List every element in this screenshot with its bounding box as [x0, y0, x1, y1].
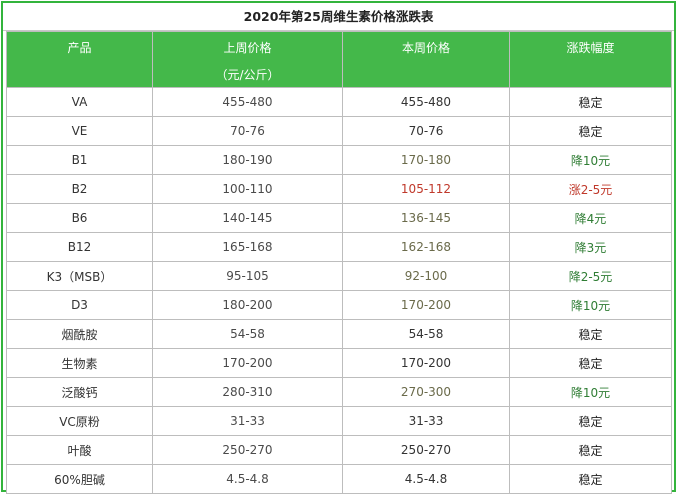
cell-change: 稳定 — [509, 348, 672, 378]
table-row: 生物素 170-200 170-200 稳定 — [6, 348, 672, 378]
cell-current-price: 455-480 — [342, 87, 510, 117]
cell-product: VA — [6, 87, 153, 117]
cell-current-price: 92-100 — [342, 261, 510, 291]
header-prev-unit: （元/公斤） — [215, 68, 280, 82]
cell-change: 降4元 — [509, 203, 672, 233]
cell-prev-price: 100-110 — [152, 174, 343, 204]
header-row: 产品 上周价格 （元/公斤） 本周价格 涨跌幅度 — [6, 31, 672, 88]
cell-current-price: 54-58 — [342, 319, 510, 349]
cell-prev-price: 250-270 — [152, 435, 343, 465]
header-change: 涨跌幅度 — [509, 31, 672, 88]
cell-product: VE — [6, 116, 153, 146]
cell-product: 烟酰胺 — [6, 319, 153, 349]
table-row: 叶酸 250-270 250-270 稳定 — [6, 435, 672, 465]
price-table: 产品 上周价格 （元/公斤） 本周价格 涨跌幅度 VA 455-480 455-48… — [6, 31, 672, 494]
cell-prev-price: 455-480 — [152, 87, 343, 117]
table-row: VC原粉 31-33 31-33 稳定 — [6, 406, 672, 436]
cell-product: 生物素 — [6, 348, 153, 378]
cell-change: 稳定 — [509, 464, 672, 494]
cell-change: 稳定 — [509, 406, 672, 436]
table-row: K3（MSB） 95-105 92-100 降2-5元 — [6, 261, 672, 291]
cell-prev-price: 165-168 — [152, 232, 343, 262]
cell-change: 稳定 — [509, 435, 672, 465]
cell-current-price: 31-33 — [342, 406, 510, 436]
table-row: D3 180-200 170-200 降10元 — [6, 290, 672, 320]
table-row: 泛酸钙 280-310 270-300 降10元 — [6, 377, 672, 407]
table-row: B1 180-190 170-180 降10元 — [6, 145, 672, 175]
cell-product: 泛酸钙 — [6, 377, 153, 407]
cell-product: B6 — [6, 203, 153, 233]
cell-prev-price: 140-145 — [152, 203, 343, 233]
table-row: B6 140-145 136-145 降4元 — [6, 203, 672, 233]
table-row: VE 70-76 70-76 稳定 — [6, 116, 672, 146]
cell-change: 稳定 — [509, 319, 672, 349]
cell-prev-price: 31-33 — [152, 406, 343, 436]
cell-current-price: 170-200 — [342, 290, 510, 320]
cell-product: D3 — [6, 290, 153, 320]
cell-current-price: 136-145 — [342, 203, 510, 233]
cell-change: 稳定 — [509, 87, 672, 117]
cell-current-price: 270-300 — [342, 377, 510, 407]
cell-prev-price: 4.5-4.8 — [152, 464, 343, 494]
cell-change: 降2-5元 — [509, 261, 672, 291]
table-row: B2 100-110 105-112 涨2-5元 — [6, 174, 672, 204]
cell-prev-price: 180-200 — [152, 290, 343, 320]
cell-current-price: 4.5-4.8 — [342, 464, 510, 494]
cell-current-price: 70-76 — [342, 116, 510, 146]
cell-product: 60%胆碱 — [6, 464, 153, 494]
cell-current-price: 162-168 — [342, 232, 510, 262]
cell-change: 稳定 — [509, 116, 672, 146]
cell-prev-price: 70-76 — [152, 116, 343, 146]
cell-prev-price: 280-310 — [152, 377, 343, 407]
table-row: VA 455-480 455-480 稳定 — [6, 87, 672, 117]
cell-product: K3（MSB） — [6, 261, 153, 291]
header-this-week: 本周价格 — [342, 31, 510, 88]
cell-product: 叶酸 — [6, 435, 153, 465]
cell-current-price: 170-200 — [342, 348, 510, 378]
cell-current-price: 250-270 — [342, 435, 510, 465]
header-product: 产品 — [6, 31, 153, 88]
table-row: 60%胆碱 4.5-4.8 4.5-4.8 稳定 — [6, 464, 672, 494]
cell-product: B1 — [6, 145, 153, 175]
table-body: VA 455-480 455-480 稳定 VE 70-76 70-76 稳定 B1 180-19… — [6, 87, 672, 494]
cell-prev-price: 170-200 — [152, 348, 343, 378]
cell-prev-price: 180-190 — [152, 145, 343, 175]
header-prev-week: 上周价格 （元/公斤） — [152, 31, 343, 88]
cell-prev-price: 95-105 — [152, 261, 343, 291]
cell-change: 降10元 — [509, 145, 672, 175]
table-row: 烟酰胺 54-58 54-58 稳定 — [6, 319, 672, 349]
cell-change: 降10元 — [509, 290, 672, 320]
cell-change: 降3元 — [509, 232, 672, 262]
table-row: B12 165-168 162-168 降3元 — [6, 232, 672, 262]
cell-product: B12 — [6, 232, 153, 262]
cell-product: VC原粉 — [6, 406, 153, 436]
table-title: 2020年第25周维生素价格涨跌表 — [3, 3, 674, 31]
cell-product: B2 — [6, 174, 153, 204]
cell-current-price: 170-180 — [342, 145, 510, 175]
cell-change: 降10元 — [509, 377, 672, 407]
cell-current-price: 105-112 — [342, 174, 510, 204]
cell-change: 涨2-5元 — [509, 174, 672, 204]
cell-prev-price: 54-58 — [152, 319, 343, 349]
